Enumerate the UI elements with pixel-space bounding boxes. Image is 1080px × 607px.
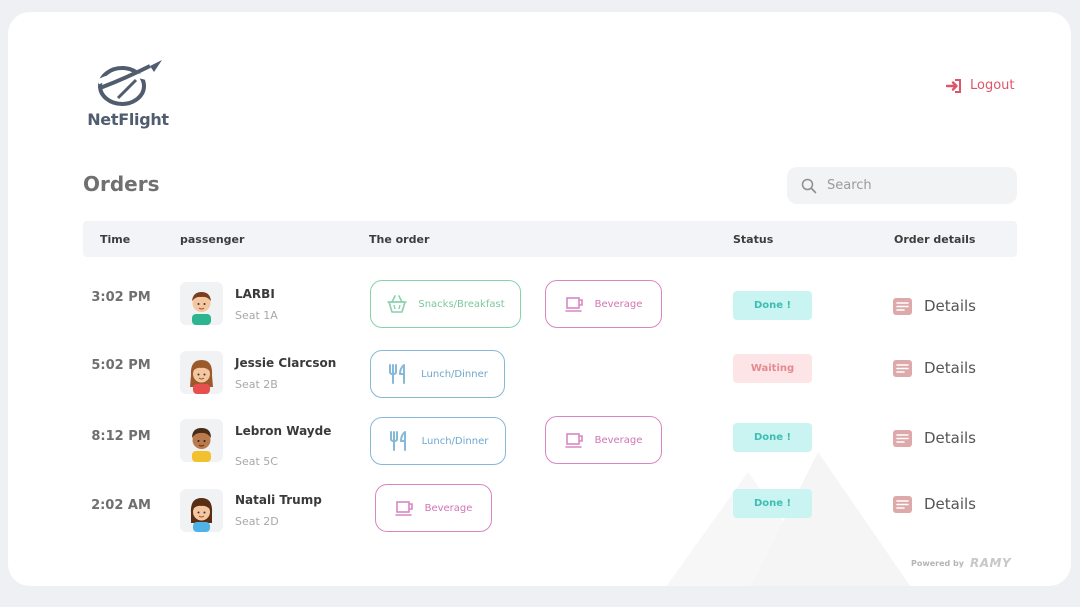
- order-label: Beverage: [594, 298, 643, 310]
- background-decoration: [666, 452, 911, 586]
- order-label: Snacks/Breakfast: [418, 298, 505, 310]
- details-label: Details: [924, 359, 977, 377]
- details-label: Details: [924, 297, 977, 315]
- boy-avatar-icon: [192, 292, 211, 325]
- order-chip-lunch[interactable]: Lunch/Dinner: [370, 417, 506, 465]
- column-header-time: Time: [100, 233, 131, 246]
- page-title: Orders: [83, 172, 160, 196]
- passenger-seat: Seat 2B: [235, 378, 278, 391]
- table-row: 5:02 PM Jessie Clarcson Seat 2B Lunch/Di…: [83, 345, 1017, 405]
- boy-avatar-icon: [192, 428, 211, 462]
- passenger-name: Jessie Clarcson: [235, 356, 337, 370]
- girl-avatar-icon: [190, 360, 213, 394]
- order-time: 3:02 PM: [91, 290, 151, 305]
- column-header-status: Status: [733, 233, 774, 246]
- order-time: 8:12 PM: [91, 429, 151, 444]
- details-button[interactable]: Details: [893, 429, 976, 447]
- table-row: 2:02 AM Natali Trump Seat 2D Beverage Do…: [83, 483, 1017, 543]
- passenger-seat: Seat 5C: [235, 455, 278, 468]
- status-badge: Done !: [733, 291, 812, 320]
- search-input[interactable]: [827, 178, 997, 193]
- document-icon: [893, 429, 912, 447]
- search-icon: [801, 178, 817, 193]
- passenger-avatar: [180, 489, 223, 532]
- cup-icon: [394, 501, 413, 516]
- passenger-name: LARBI: [235, 287, 275, 301]
- passenger-seat: Seat 2D: [235, 515, 279, 528]
- details-button[interactable]: Details: [893, 495, 976, 513]
- search-box[interactable]: [787, 167, 1017, 204]
- plane-logo-icon: [96, 60, 162, 106]
- cup-icon: [564, 433, 583, 448]
- passenger-avatar: [180, 419, 223, 462]
- girl-avatar-icon: [190, 498, 213, 532]
- brand-logo: RAMY: [970, 556, 1012, 570]
- order-chip-beverage[interactable]: Beverage: [545, 416, 662, 464]
- passenger-name: Natali Trump: [235, 493, 322, 507]
- logout-button[interactable]: Logout: [946, 78, 1015, 93]
- passenger-seat: Seat 1A: [235, 309, 278, 322]
- details-label: Details: [924, 429, 977, 447]
- order-label: Beverage: [594, 434, 643, 446]
- details-button[interactable]: Details: [893, 297, 976, 315]
- order-label: Lunch/Dinner: [421, 368, 488, 380]
- logout-label: Logout: [970, 78, 1015, 93]
- cup-icon: [564, 297, 583, 312]
- document-icon: [893, 297, 912, 315]
- status-badge: Done !: [733, 423, 812, 452]
- passenger-name: Lebron Wayde: [235, 424, 332, 438]
- status-badge: Done !: [733, 489, 812, 518]
- table-header: Time passenger The order Status Order de…: [83, 221, 1017, 257]
- column-header-details: Order details: [894, 233, 976, 246]
- details-label: Details: [924, 495, 977, 513]
- document-icon: [893, 495, 912, 513]
- order-time: 5:02 PM: [91, 358, 151, 373]
- cutlery-icon: [389, 431, 406, 451]
- table-row: 8:12 PM Lebron Wayde Seat 5C Lunch/Dinne…: [83, 414, 1017, 474]
- order-chip-snacks[interactable]: Snacks/Breakfast: [370, 280, 521, 328]
- passenger-avatar: [180, 282, 223, 325]
- column-header-order: The order: [369, 233, 430, 246]
- document-icon: [893, 359, 912, 377]
- logout-icon: [946, 78, 961, 93]
- order-label: Lunch/Dinner: [421, 435, 489, 447]
- passenger-avatar: [180, 351, 223, 394]
- app-logo[interactable]: NetFlight: [86, 58, 170, 129]
- order-label: Beverage: [424, 502, 473, 514]
- order-chip-beverage[interactable]: Beverage: [375, 484, 492, 532]
- main-card: NetFlight Logout Orders Time passenger T…: [8, 12, 1071, 586]
- details-button[interactable]: Details: [893, 359, 976, 377]
- powered-by-footer: Powered by RAMY: [911, 556, 1011, 570]
- powered-by-label: Powered by: [911, 558, 964, 568]
- column-header-passenger: passenger: [180, 233, 245, 246]
- order-chip-beverage[interactable]: Beverage: [545, 280, 662, 328]
- order-time: 2:02 AM: [91, 498, 151, 513]
- basket-icon: [387, 295, 408, 313]
- app-name: NetFlight: [87, 110, 169, 129]
- cutlery-icon: [389, 364, 406, 384]
- table-row: 3:02 PM LARBI Seat 1A Snacks/Breakfast: [83, 276, 1017, 336]
- status-badge: Waiting: [733, 354, 812, 383]
- order-chip-lunch[interactable]: Lunch/Dinner: [370, 350, 505, 398]
